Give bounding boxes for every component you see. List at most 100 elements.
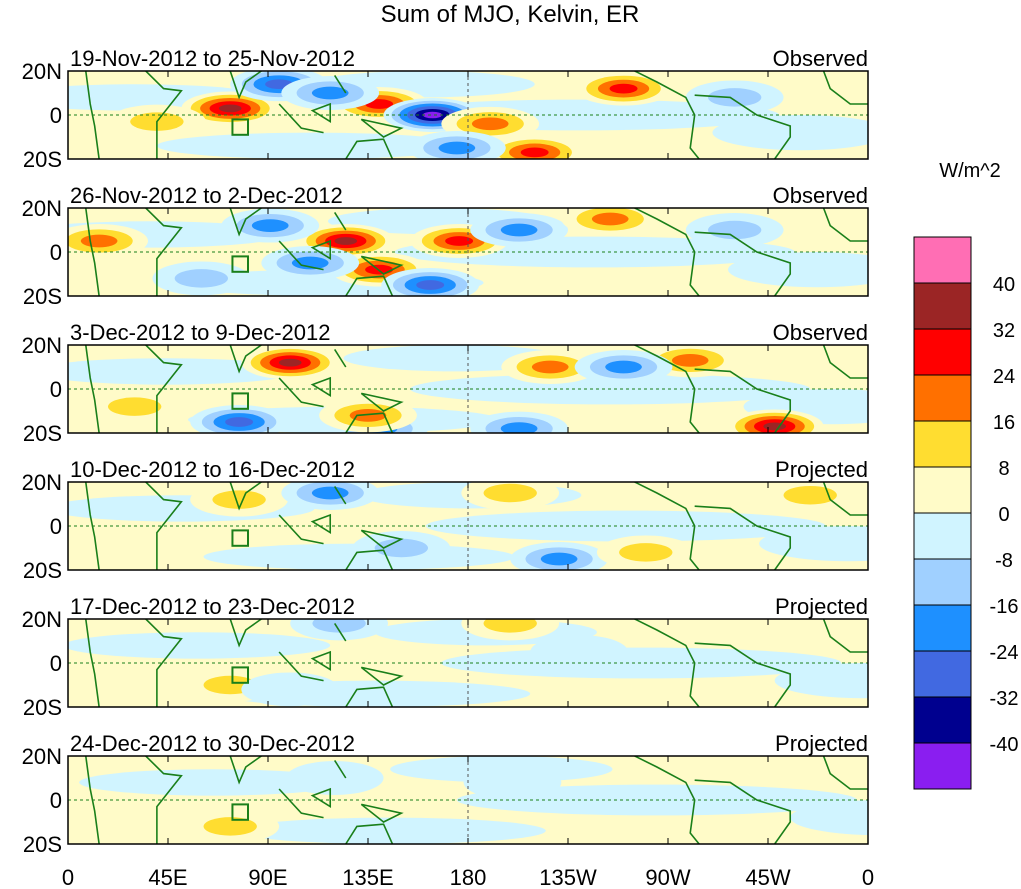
anomaly-contour [285, 761, 384, 795]
negative-anomaly-band [68, 632, 331, 659]
y-tick-label: 20S [23, 147, 62, 172]
x-tick-label: 0 [62, 865, 74, 889]
region-box [231, 666, 249, 684]
colorbar-tick-label: 40 [993, 274, 1015, 296]
colorbar: 40 32 24 16 8 0 -8 -16 -24 -32 -40 [913, 236, 1019, 790]
anomaly-contour [311, 86, 349, 100]
colorbar-tick-label: 32 [993, 320, 1015, 342]
region-box [231, 529, 249, 547]
anomaly-contour [483, 619, 537, 633]
anomaly-contour [251, 219, 289, 232]
x-tick-label: 180 [450, 865, 487, 889]
anomaly-contour [540, 552, 578, 566]
colorbar-tick-label: 24 [993, 366, 1015, 388]
y-tick-label: 0 [50, 788, 62, 813]
panel-status: Projected [775, 457, 868, 482]
anomaly-contour [609, 83, 638, 94]
anomaly-contour [531, 360, 569, 374]
anomaly-contour [278, 358, 302, 367]
y-tick-label: 0 [50, 514, 62, 539]
y-tick-label: 20N [22, 196, 62, 221]
x-tick-label: 90W [645, 865, 690, 889]
colorbar-tick-label: -8 [995, 550, 1013, 572]
anomaly-contour [500, 422, 538, 433]
colorbar-label: W/m^2 [939, 160, 1001, 182]
x-tick-label: 135E [342, 865, 393, 889]
anomaly-contour [619, 543, 673, 562]
anomaly-contour [530, 635, 628, 669]
panel-status: Observed [773, 320, 868, 345]
colorbar-swatch [913, 742, 972, 790]
anomaly-contour [463, 765, 562, 800]
anomaly-contour [174, 269, 228, 288]
colorbar-tick-label: -40 [990, 734, 1019, 756]
panel-status: Observed [773, 183, 868, 208]
map-panel-6: 24-Dec-2012 to 30-Dec-2012 Projected 20N 0 2… [22, 731, 869, 857]
negative-anomaly-band [712, 115, 868, 151]
anomaly-contour [311, 486, 349, 500]
panel-date-range: 19-Nov-2012 to 25-Nov-2012 [70, 46, 355, 71]
panel-date-range: 17-Dec-2012 to 23-Dec-2012 [70, 594, 355, 619]
map-panel-2: 26-Nov-2012 to 2-Dec-2012 Observed 20N 0 20S [22, 183, 869, 309]
panel-date-range: 24-Dec-2012 to 30-Dec-2012 [70, 731, 355, 756]
panel-date-range: 10-Dec-2012 to 16-Dec-2012 [70, 457, 355, 482]
anomaly-contour [500, 223, 538, 237]
anomaly-contour [605, 360, 642, 374]
coastlines [84, 345, 868, 433]
colorbar-tick-label: 16 [993, 412, 1015, 434]
colorbar-swatch [913, 236, 972, 284]
map-panel-1: 19-Nov-2012 to 25-Nov-2012 Observed 20N 0 20… [22, 46, 869, 172]
negative-anomaly-band [790, 800, 868, 836]
y-tick-label: 20N [22, 470, 62, 495]
y-tick-label: 0 [50, 651, 62, 676]
map-panel-5: 17-Dec-2012 to 23-Dec-2012 Projected 20N 0 2… [22, 594, 869, 720]
anomaly-contour [416, 280, 445, 290]
colorbar-swatch [913, 558, 972, 606]
colorbar-tick-label: 0 [998, 504, 1009, 526]
anomaly-contour [422, 111, 442, 119]
colorbar-swatch [913, 604, 972, 652]
anomaly-contour [763, 422, 786, 431]
x-tick-label: 45W [745, 865, 790, 889]
anomaly-contour [471, 117, 509, 131]
anomaly-contour [671, 354, 709, 367]
panel-date-range: 26-Nov-2012 to 2-Dec-2012 [70, 183, 343, 208]
y-tick-label: 20S [23, 421, 62, 446]
panel-date-range: 3-Dec-2012 to 9-Dec-2012 [70, 320, 330, 345]
chart-title: Sum of MJO, Kelvin, ER [381, 1, 640, 28]
anomaly-contour [374, 538, 429, 558]
y-tick-label: 20S [23, 558, 62, 583]
anomaly-contour [225, 417, 254, 427]
colorbar-tick-label: 8 [998, 458, 1009, 480]
colorbar-swatch [913, 374, 972, 422]
anomaly-contour [334, 237, 358, 245]
anomaly-contour [349, 409, 387, 422]
colorbar-tick-label: -16 [990, 596, 1019, 618]
x-tick-label: 135W [539, 865, 597, 889]
panel-status: Projected [775, 731, 868, 756]
map-panel-3: 3-Dec-2012 to 9-Dec-2012 Observed 20N 0 20S [22, 320, 869, 446]
coastlines [84, 619, 868, 707]
negative-anomaly-band [774, 663, 868, 699]
y-tick-label: 20N [22, 744, 62, 769]
anomaly-contour [241, 672, 340, 707]
colorbar-swatch [913, 466, 972, 514]
map-panel-4: 10-Dec-2012 to 16-Dec-2012 Projected 20N 0 2… [22, 457, 869, 583]
y-tick-label: 20S [23, 832, 62, 857]
colorbar-swatch [913, 282, 972, 330]
anomaly-contour [80, 234, 118, 248]
negative-anomaly-band [759, 526, 868, 562]
negative-anomaly-band [425, 510, 826, 542]
y-tick-label: 20N [22, 333, 62, 358]
y-tick-label: 20N [22, 607, 62, 632]
anomaly-contour [291, 256, 329, 270]
anomaly-contour [708, 88, 762, 107]
colorbar-swatch [913, 696, 972, 744]
colorbar-tick-label: -32 [990, 688, 1019, 710]
coastlines [84, 482, 868, 570]
x-tick-label: 45E [148, 865, 187, 889]
anomaly-contour [212, 490, 266, 509]
anomaly-contour [203, 817, 257, 836]
colorbar-swatch [913, 650, 972, 698]
